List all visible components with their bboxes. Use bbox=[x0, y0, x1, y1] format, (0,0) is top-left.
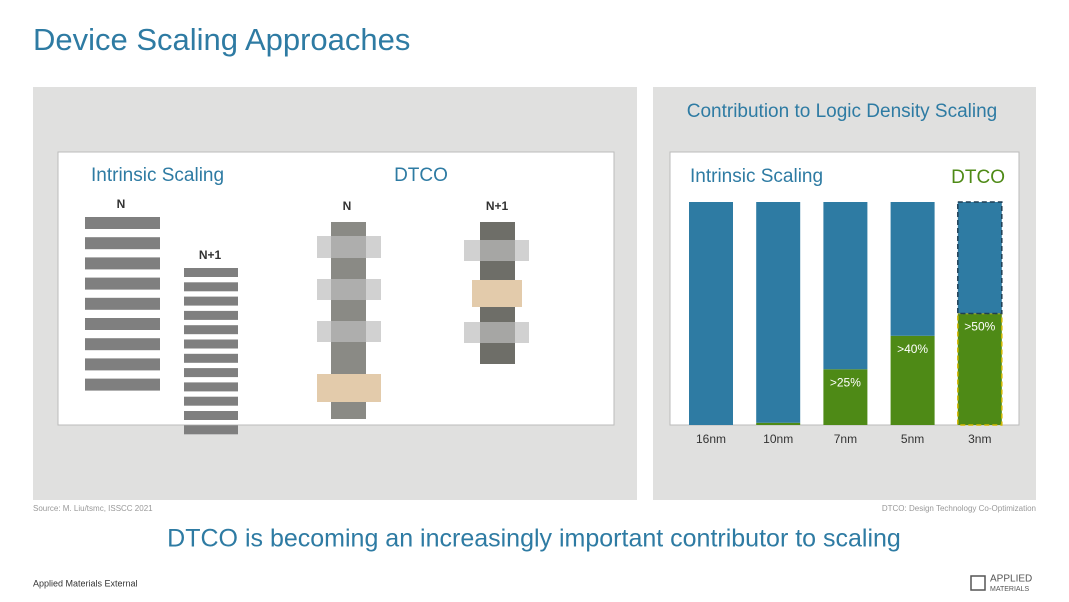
metal-line bbox=[184, 310, 238, 320]
diagram-heading: Intrinsic Scaling bbox=[91, 165, 224, 186]
metal-line bbox=[85, 358, 160, 371]
bar-segment bbox=[890, 202, 935, 336]
metal-line bbox=[184, 411, 238, 420]
pad bbox=[317, 279, 381, 300]
metal-line bbox=[85, 318, 160, 330]
pad bbox=[464, 322, 529, 343]
logo-text: MATERIALS bbox=[990, 586, 1029, 593]
node-label: N+1 bbox=[199, 248, 222, 262]
data-label: >50% bbox=[964, 320, 995, 334]
metal-line bbox=[85, 297, 160, 310]
logo-icon bbox=[970, 575, 986, 591]
bar-segment bbox=[890, 335, 935, 425]
x-tick-label: 16nm bbox=[696, 432, 726, 446]
node-label: N+1 bbox=[486, 199, 509, 213]
logo-text: APPLIED bbox=[990, 574, 1032, 585]
metal-line bbox=[85, 338, 160, 351]
pad-highlight bbox=[317, 374, 381, 402]
bar-segment bbox=[823, 369, 868, 425]
metal-line bbox=[85, 237, 160, 250]
legend-entry: DTCO bbox=[951, 167, 1005, 188]
diagram-heading: DTCO bbox=[394, 165, 448, 186]
node-label: N bbox=[343, 199, 352, 213]
source: Source: M. Liu/tsmc, ISSCC 2021 bbox=[33, 504, 153, 513]
chart-title: Contribution to Logic Density Scaling bbox=[687, 101, 998, 122]
metal-line bbox=[184, 382, 238, 392]
pad bbox=[464, 240, 529, 261]
metal-line bbox=[184, 268, 238, 277]
slide-title: Device Scaling Approaches bbox=[33, 22, 410, 57]
scaling-illustration bbox=[85, 217, 529, 435]
x-tick-label: 7nm bbox=[834, 432, 857, 446]
metal-line bbox=[85, 257, 160, 270]
takeaway: DTCO is becoming an increasingly importa… bbox=[167, 525, 901, 553]
metal-line bbox=[184, 325, 238, 335]
x-tick-label: 10nm bbox=[763, 432, 793, 446]
bar-segment bbox=[957, 201, 1003, 315]
metal-line bbox=[184, 425, 238, 435]
metal-line bbox=[184, 396, 238, 406]
bar-segment bbox=[957, 312, 1003, 426]
data-label: >40% bbox=[897, 342, 928, 356]
metal-line bbox=[184, 353, 238, 363]
pad bbox=[317, 236, 381, 258]
metal-line bbox=[184, 368, 238, 378]
data-label: >25% bbox=[830, 375, 861, 389]
legend-entry: Intrinsic Scaling bbox=[690, 166, 823, 187]
x-tick-label: 3nm bbox=[968, 432, 991, 446]
metal-line bbox=[85, 378, 160, 391]
bar-segment bbox=[823, 202, 868, 370]
metal-line bbox=[85, 277, 160, 290]
metal-line bbox=[184, 296, 238, 306]
bar-segment bbox=[756, 422, 801, 425]
footnote: DTCO: Design Technology Co-Optimization bbox=[882, 504, 1036, 513]
bar-segment bbox=[756, 202, 801, 423]
x-tick-label: 5nm bbox=[901, 432, 924, 446]
bar-segment bbox=[689, 202, 733, 425]
metal-line bbox=[184, 339, 238, 349]
metal-line bbox=[184, 282, 238, 292]
pad-highlight bbox=[472, 280, 522, 307]
pad bbox=[317, 321, 381, 342]
classification: Applied Materials External bbox=[33, 578, 138, 588]
metal-line bbox=[85, 217, 160, 229]
node-label: N bbox=[117, 197, 126, 211]
